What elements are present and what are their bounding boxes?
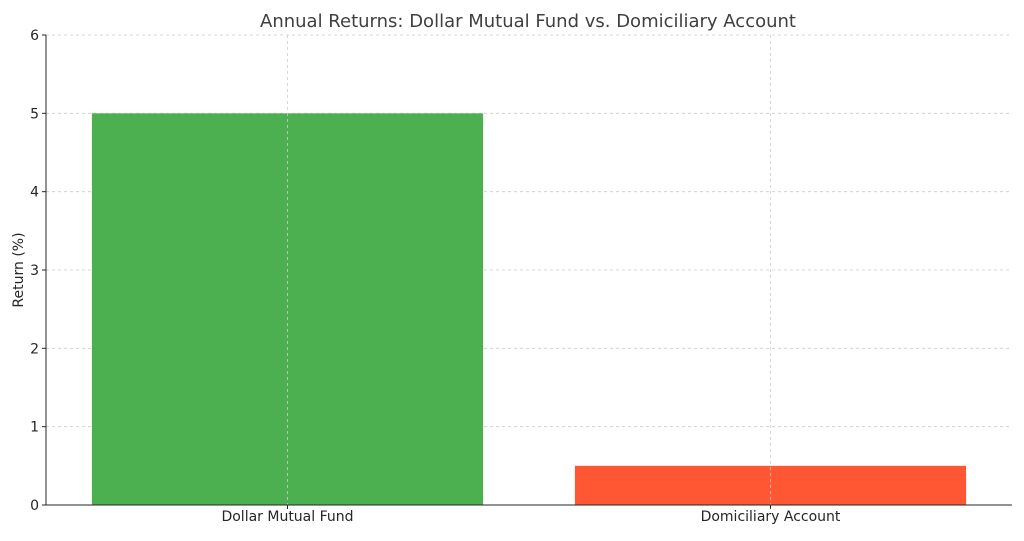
y-axis-label: Return (%)	[11, 232, 27, 307]
bar	[91, 113, 484, 505]
x-tick-label: Domiciliary Account	[701, 509, 841, 525]
y-tick-label: 4	[30, 185, 39, 201]
y-tick-label: 1	[30, 420, 39, 436]
vertical-grid-layer	[287, 35, 771, 505]
grid-layer	[46, 34, 1012, 506]
y-tick-label: 3	[30, 263, 39, 279]
chart-title: Annual Returns: Dollar Mutual Fund vs. D…	[260, 11, 796, 32]
y-tick-label: 0	[30, 498, 39, 514]
bars-layer	[91, 113, 967, 505]
y-tick-label: 5	[30, 106, 39, 122]
x-tick-label: Dollar Mutual Fund	[221, 509, 353, 525]
y-tick-labels: 0 1 2 3 4 5 6	[30, 28, 39, 514]
axes-layer	[42, 34, 1012, 509]
x-tick-labels: Dollar Mutual Fund Domiciliary Account	[221, 509, 840, 525]
y-tick-label: 2	[30, 341, 39, 357]
y-tick-label: 6	[30, 28, 39, 44]
